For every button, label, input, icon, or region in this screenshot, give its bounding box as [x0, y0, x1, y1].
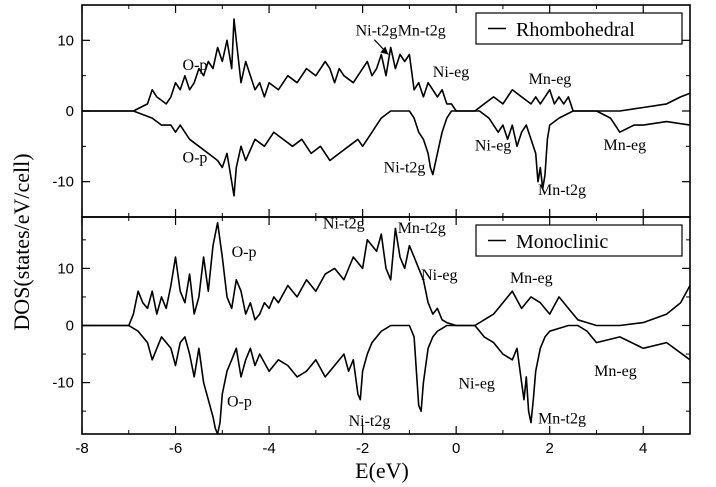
annotation-label: Ni-eg: [458, 375, 494, 392]
annotation-label: Ni-t2g: [323, 215, 365, 232]
annotation-arrow-head: [380, 46, 389, 55]
annotation-label: Mn-t2g: [538, 182, 586, 199]
x-tick-label: 0: [452, 440, 460, 457]
x-tick-label: -6: [169, 440, 182, 457]
x-tick-label: -8: [75, 440, 88, 457]
y-axis-title: DOS(states/eV/cell): [9, 153, 34, 330]
x-tick-label: 2: [546, 440, 554, 457]
annotation-label: Ni-eg: [475, 138, 511, 155]
series-line-rhombohedral-spin-down: [82, 110, 690, 197]
series-line-monoclinic-spin-down: [82, 324, 690, 434]
legend-label-monoclinic: Monoclinic: [516, 231, 608, 253]
annotation-label: Mn-t2g: [398, 22, 446, 39]
y-tick-label: -10: [52, 375, 74, 392]
annotation-label: Ni-eg: [421, 267, 457, 284]
legend-box-monoclinic: [475, 224, 683, 257]
annotation-label: Ni-t2g: [384, 159, 426, 176]
y-tick-label: 0: [66, 318, 74, 335]
series-line-rhombohedral-spin-up: [82, 18, 690, 112]
annotation-label: Mn-eg: [603, 137, 646, 154]
annotation-label: O-p: [227, 394, 252, 411]
y-tick-label: -10: [52, 174, 74, 191]
annotation-label: O-p: [183, 150, 208, 167]
y-tick-label: 10: [57, 32, 74, 49]
panel-monoclinic: -10 0 10 O-p Ni-t2g Mn-t2g Ni-eg Mn-eg O-p Ni-t2g…: [52, 215, 691, 435]
legend-label-rhombohedral: Rhombohedral: [516, 19, 635, 41]
y-tick-label: 10: [57, 260, 74, 277]
y-tick-label: 0: [66, 103, 74, 120]
annotation-label: O-p: [232, 244, 257, 261]
annotation-label: O-p: [183, 57, 208, 74]
annotation-label: Mn-t2g: [398, 220, 446, 237]
annotation-label: Ni-t2g: [349, 413, 391, 430]
legend-box-rhombohedral: [475, 12, 683, 45]
annotation-label: Mn-eg: [510, 270, 553, 287]
x-tick-label: -4: [262, 440, 275, 457]
x-axis-title: E(eV): [355, 458, 409, 483]
x-tick-label: 4: [639, 440, 647, 457]
annotation-label: Mn-eg: [594, 363, 637, 380]
x-tick-label: -2: [356, 440, 369, 457]
annotation-label: Ni-eg: [433, 64, 469, 81]
series-line-monoclinic-spin-up: [82, 221, 690, 327]
annotation-label: Ni-t2g: [356, 22, 398, 39]
annotation-label: Mn-t2g: [538, 411, 586, 428]
annotation-label: Mn-eg: [529, 71, 572, 88]
